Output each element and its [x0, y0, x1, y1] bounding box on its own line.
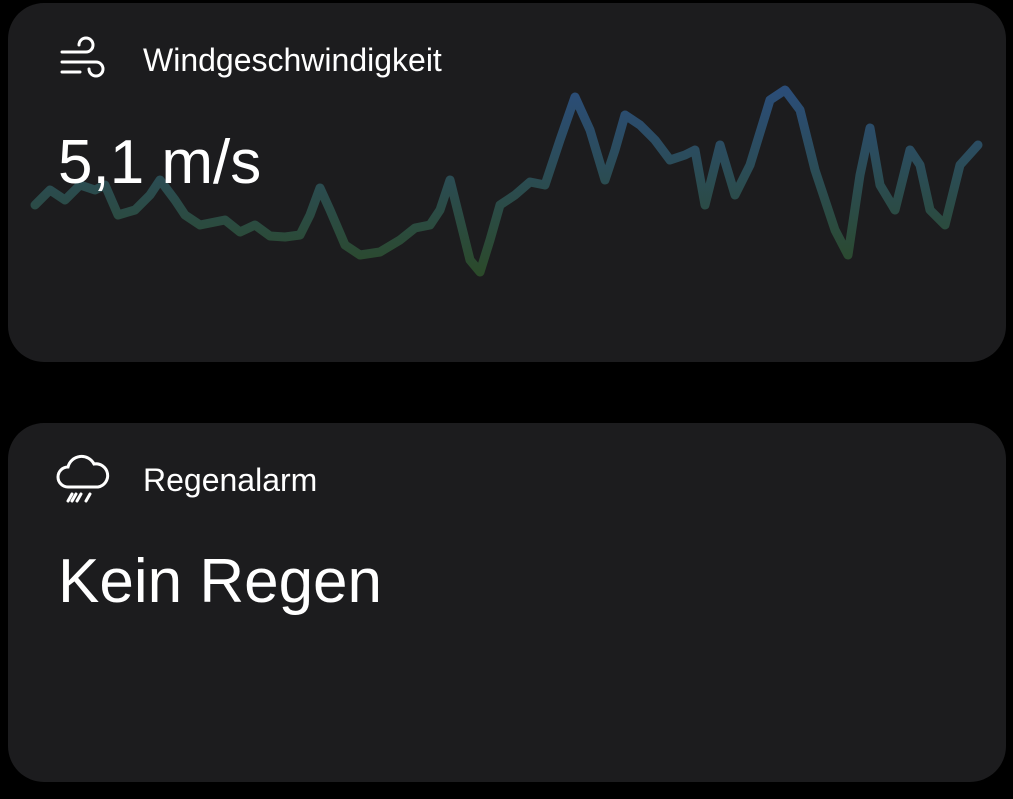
- wind-card[interactable]: Windgeschwindigkeit 5,1 m/s: [8, 3, 1006, 362]
- rain-icon: [56, 454, 110, 503]
- card-background: [8, 3, 1006, 362]
- wind-sparkline: [30, 85, 983, 277]
- card-value: 5,1 m/s: [58, 128, 261, 197]
- wind-icon: [60, 36, 105, 78]
- rain-card[interactable]: Regenalarm Kein Regen: [8, 423, 1006, 782]
- card-title: Windgeschwindigkeit: [143, 42, 442, 78]
- card-value: Kein Regen: [58, 547, 382, 616]
- card-background: [8, 423, 1006, 782]
- card-title: Regenalarm: [143, 462, 317, 498]
